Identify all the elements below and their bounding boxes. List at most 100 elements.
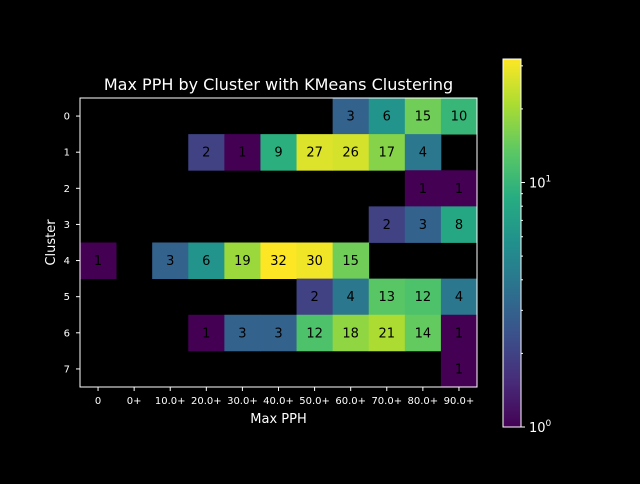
cell-value-label: 27 xyxy=(306,146,323,161)
heatmap-cell xyxy=(296,242,334,280)
heatmap-cell xyxy=(440,350,478,388)
heatmap-cell xyxy=(440,206,478,243)
heatmap-cell xyxy=(332,242,370,280)
heatmap-cell xyxy=(260,242,297,280)
cell-value-label: 13 xyxy=(378,290,395,305)
cell-value-label: 3 xyxy=(274,326,282,341)
x-tick-label: 80.0+ xyxy=(408,396,439,407)
cell-value-label: 14 xyxy=(415,326,432,341)
x-tick-label: 10.0+ xyxy=(155,396,186,407)
x-tick-label: 70.0+ xyxy=(371,396,402,407)
y-axis-label: Cluster xyxy=(44,219,59,266)
y-tick-label: 1 xyxy=(64,148,70,159)
cell-value-label: 30 xyxy=(306,254,323,269)
heatmap-cell xyxy=(404,314,442,352)
cell-value-label: 6 xyxy=(202,254,210,269)
heatmap-cell xyxy=(404,134,442,171)
cell-value-label: 3 xyxy=(419,218,427,233)
x-tick-label: 90.0+ xyxy=(444,396,475,407)
cell-value-label: 12 xyxy=(306,326,323,341)
heatmap-cell xyxy=(404,170,442,207)
cell-value-label: 15 xyxy=(342,254,359,269)
heatmap-cell xyxy=(368,134,406,171)
heatmap-cell xyxy=(188,314,225,352)
colorbar-tick-label: 101 xyxy=(529,175,551,192)
cell-value-label: 2 xyxy=(310,290,318,305)
y-tick-label: 7 xyxy=(64,364,70,375)
cell-value-label: 4 xyxy=(455,290,463,305)
y-tick-label: 6 xyxy=(64,328,70,339)
x-tick-label: 50.0+ xyxy=(299,396,330,407)
heatmap-cell xyxy=(404,206,442,243)
heatmap-cell xyxy=(224,314,261,352)
cell-value-label: 1 xyxy=(94,254,102,269)
heatmap-cell xyxy=(152,242,189,280)
cell-value-label: 1 xyxy=(202,326,210,341)
y-tick-label: 4 xyxy=(64,256,70,267)
heatmap-cell xyxy=(188,242,225,280)
cell-value-label: 12 xyxy=(415,290,432,305)
heatmap-cell xyxy=(332,278,370,316)
heatmap-cell xyxy=(332,98,370,135)
x-tick-label: 30.0+ xyxy=(227,396,258,407)
heatmap-cell xyxy=(404,98,442,135)
chart-title: Max PPH by Cluster with KMeans Clusterin… xyxy=(104,75,453,94)
cell-value-label: 9 xyxy=(274,146,282,161)
cell-value-label: 2 xyxy=(383,218,391,233)
heatmap-cell xyxy=(188,134,225,171)
cell-value-label: 3 xyxy=(166,254,174,269)
y-tick-label: 5 xyxy=(64,292,70,303)
cell-value-label: 10 xyxy=(451,110,468,125)
x-tick-label: 60.0+ xyxy=(335,396,366,407)
heatmap-cell xyxy=(296,278,334,316)
heatmap-cell xyxy=(260,314,297,352)
x-tick-label: 40.0+ xyxy=(263,396,294,407)
x-axis-label: Max PPH xyxy=(250,412,306,427)
cell-value-label: 17 xyxy=(378,146,395,161)
heatmap-cell xyxy=(368,98,406,135)
colorbar xyxy=(503,59,521,427)
y-tick-label: 2 xyxy=(64,184,70,195)
cell-value-label: 18 xyxy=(342,326,359,341)
cell-value-label: 1 xyxy=(455,362,463,377)
cell-value-label: 1 xyxy=(455,326,463,341)
heatmap-cell xyxy=(368,314,406,352)
y-tick-label: 3 xyxy=(64,220,70,231)
cell-value-label: 1 xyxy=(455,182,463,197)
x-tick-label: 0+ xyxy=(127,396,142,407)
heatmap-cell xyxy=(404,278,442,316)
cell-value-label: 3 xyxy=(347,110,355,125)
x-tick-label: 20.0+ xyxy=(191,396,222,407)
cell-value-label: 26 xyxy=(342,146,359,161)
heatmap-cell xyxy=(440,314,478,352)
cell-value-label: 8 xyxy=(455,218,463,233)
heatmap-cell xyxy=(224,134,261,171)
heatmap-cell xyxy=(80,242,117,280)
cell-value-label: 2 xyxy=(202,146,210,161)
cell-value-label: 4 xyxy=(419,146,427,161)
colorbar-frame xyxy=(502,58,522,428)
cell-value-label: 21 xyxy=(378,326,395,341)
heatmap-cell xyxy=(332,314,370,352)
heatmap-cell xyxy=(440,170,478,207)
cell-value-label: 32 xyxy=(270,254,287,269)
heatmap-cell xyxy=(296,314,334,352)
heatmap-cell xyxy=(296,134,334,171)
cell-value-label: 15 xyxy=(415,110,432,125)
heatmap-cell xyxy=(368,278,406,316)
heatmap-cell xyxy=(260,134,297,171)
cell-value-label: 19 xyxy=(234,254,251,269)
cell-value-label: 1 xyxy=(419,182,427,197)
cell-value-label: 4 xyxy=(347,290,355,305)
cell-value-label: 3 xyxy=(238,326,246,341)
heatmap-cell xyxy=(368,206,406,243)
heatmap-cell xyxy=(224,242,261,280)
cell-value-label: 6 xyxy=(383,110,391,125)
heatmap-cell xyxy=(440,278,478,316)
heatmap-cell xyxy=(440,98,478,135)
cell-value-label: 1 xyxy=(238,146,246,161)
x-tick-label: 0 xyxy=(95,396,101,407)
heatmap-cell xyxy=(332,134,370,171)
